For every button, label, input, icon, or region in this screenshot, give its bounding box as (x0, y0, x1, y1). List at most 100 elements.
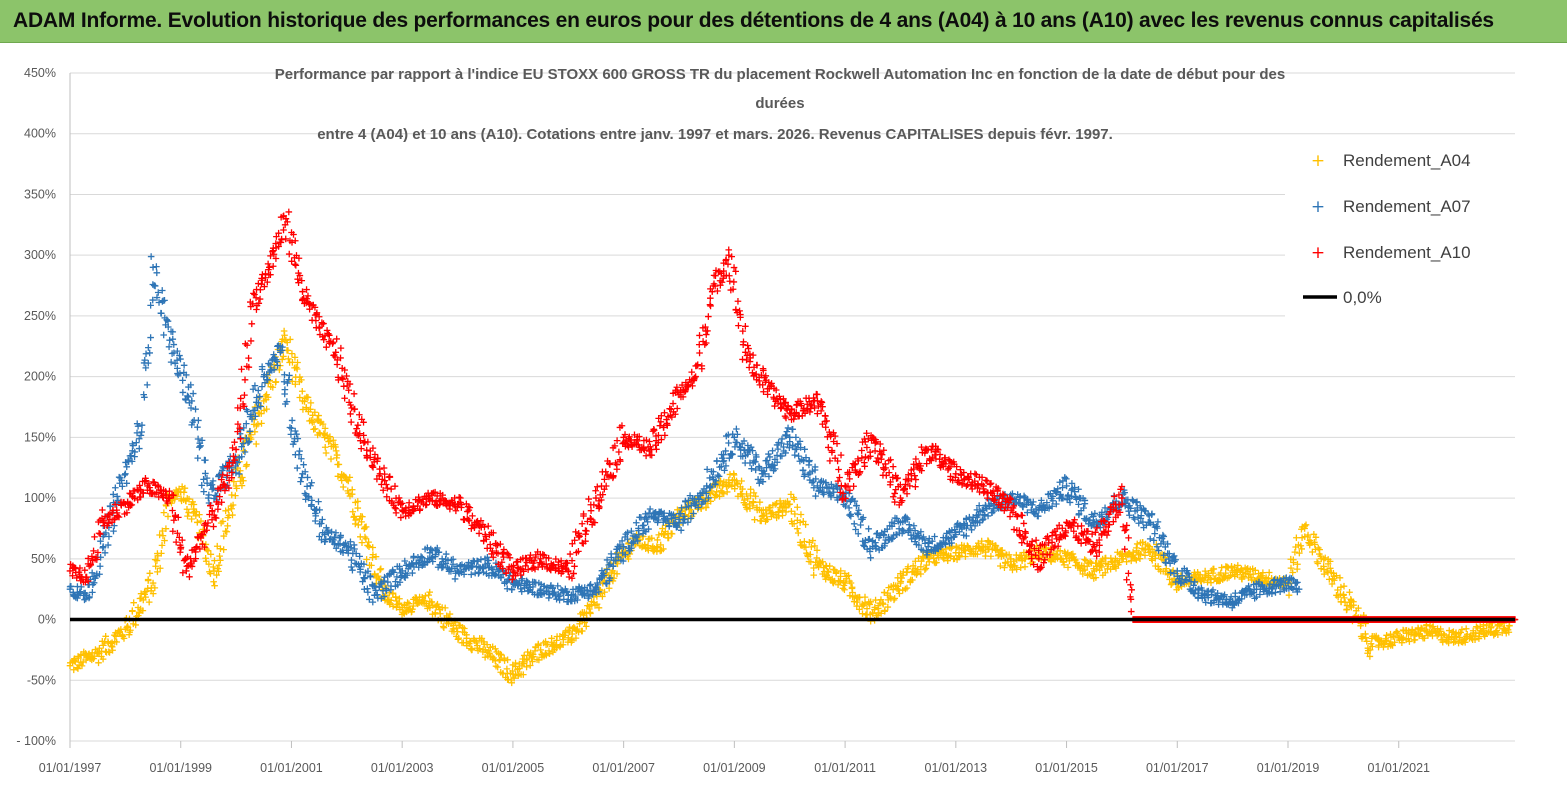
data-point (353, 425, 360, 432)
x-axis-ticks: 01/01/1997 01/01/1999 01/01/2001 01/01/2003… (39, 741, 1430, 775)
data-point (791, 451, 799, 459)
data-point (559, 641, 567, 649)
data-point (428, 598, 436, 606)
data-point (404, 599, 411, 606)
data-point (642, 510, 649, 518)
data-point (1011, 562, 1019, 570)
data-point (877, 610, 885, 617)
data-point (145, 598, 153, 606)
data-point (286, 372, 293, 379)
data-point (788, 507, 795, 515)
data-point (582, 623, 590, 630)
data-point (172, 538, 180, 546)
data-point (476, 645, 483, 652)
data-point (186, 573, 193, 581)
data-point (971, 470, 979, 478)
data-point (396, 595, 403, 603)
data-point (1297, 542, 1305, 550)
data-point (791, 510, 799, 518)
data-point (756, 498, 764, 506)
data-point (185, 495, 193, 503)
data-point (350, 390, 358, 398)
data-point (348, 490, 356, 498)
data-point (889, 493, 897, 501)
data-point (256, 295, 264, 303)
data-point (1207, 576, 1214, 583)
data-point (797, 541, 804, 549)
data-point (467, 638, 474, 645)
data-point (1326, 558, 1334, 565)
data-point (962, 547, 969, 554)
data-point (1228, 564, 1235, 572)
data-point (837, 573, 844, 580)
data-point (102, 632, 109, 640)
data-point (286, 424, 294, 431)
data-point (70, 666, 78, 674)
data-point (592, 487, 599, 495)
data-point (1057, 554, 1065, 562)
data-point (427, 545, 435, 553)
data-point (351, 520, 359, 528)
data-point (351, 513, 358, 520)
data-point (702, 339, 710, 347)
data-point (335, 461, 343, 468)
data-point (210, 523, 217, 530)
data-point (418, 594, 426, 601)
data-point (122, 470, 129, 478)
data-point (405, 600, 413, 607)
data-point (813, 391, 821, 398)
data-point (207, 570, 214, 577)
data-point (160, 509, 168, 516)
data-point (810, 571, 817, 579)
y-tick-label: 50% (31, 552, 56, 566)
data-point (195, 417, 202, 424)
data-point (775, 508, 783, 515)
data-point (179, 377, 186, 384)
data-point (338, 477, 346, 484)
data-point (807, 558, 815, 566)
data-point (846, 511, 853, 519)
data-point (1091, 510, 1099, 517)
data-point (715, 473, 723, 480)
data-point (879, 599, 886, 607)
data-point (280, 226, 287, 234)
data-point (294, 359, 301, 366)
data-point (329, 436, 337, 444)
data-point (387, 597, 395, 604)
data-point (112, 484, 119, 492)
data-point (544, 640, 551, 648)
data-point (702, 331, 710, 338)
data-point (446, 610, 454, 618)
data-point (1166, 576, 1173, 583)
data-point (738, 477, 745, 485)
data-point (258, 420, 265, 427)
data-point (392, 509, 400, 517)
data-point (1047, 558, 1055, 566)
data-point (720, 490, 728, 498)
data-point (743, 490, 750, 498)
data-point (545, 594, 553, 602)
data-point (984, 512, 992, 520)
data-point (952, 549, 960, 557)
data-point (514, 672, 522, 679)
data-point (380, 464, 388, 472)
data-point (281, 390, 289, 398)
data-point (881, 607, 889, 614)
data-point (344, 477, 352, 485)
data-point (322, 449, 330, 457)
data-point (358, 518, 365, 526)
data-point (707, 302, 714, 310)
data-point (804, 551, 811, 559)
data-point (247, 337, 255, 345)
data-point (725, 246, 733, 254)
data-point (751, 516, 758, 523)
data-point (210, 563, 217, 571)
data-point (529, 653, 537, 660)
data-point (355, 521, 362, 529)
data-point (146, 569, 154, 577)
data-point (750, 499, 757, 506)
data-point (503, 665, 511, 673)
data-point (326, 433, 334, 440)
data-point (205, 491, 213, 499)
data-point (1021, 555, 1029, 563)
